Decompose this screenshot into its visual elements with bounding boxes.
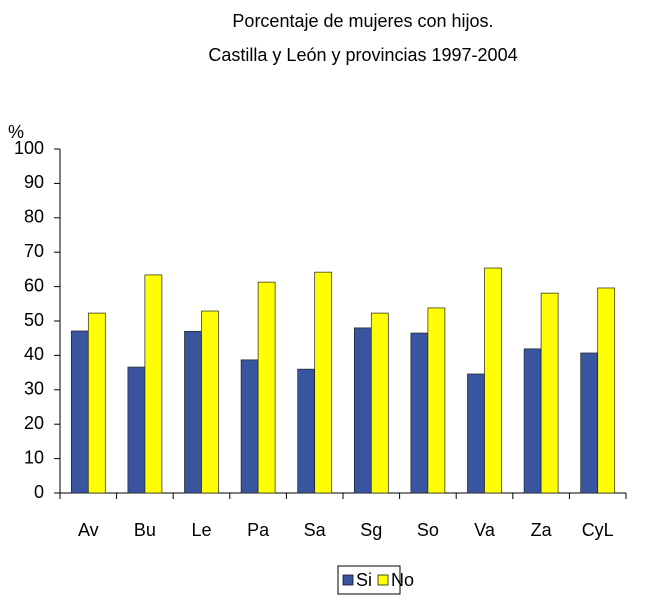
y-tick-label: 10	[24, 447, 44, 467]
y-tick-label: 80	[24, 207, 44, 227]
bar	[314, 271, 333, 494]
bar	[370, 312, 389, 494]
x-tick-label: Le	[191, 520, 211, 540]
y-tick-label: 90	[24, 172, 44, 192]
y-tick-label: 20	[24, 413, 44, 433]
x-tick-label: Bu	[134, 520, 156, 540]
x-tick-label: Pa	[247, 520, 270, 540]
x-tick-label: Za	[531, 520, 553, 540]
bar	[523, 348, 542, 494]
chart-subtitle: Castilla y León y provincias 1997-2004	[208, 45, 517, 65]
y-tick-label: 60	[24, 275, 44, 295]
bar	[257, 281, 276, 494]
bar	[87, 312, 106, 494]
bar	[201, 310, 219, 494]
bar	[127, 366, 146, 494]
x-tick-label: Av	[78, 520, 99, 540]
y-tick-label: 40	[24, 344, 44, 364]
bar	[540, 292, 559, 494]
y-tick-label: 70	[24, 241, 44, 261]
y-tick-label: 30	[24, 379, 44, 399]
bar	[597, 287, 616, 494]
bar	[297, 368, 316, 494]
bar	[70, 330, 89, 494]
bar	[467, 373, 485, 494]
legend-label: Si	[356, 570, 372, 590]
x-tick-label: Sa	[304, 520, 327, 540]
legend-swatch	[377, 574, 389, 586]
legend-label: No	[391, 570, 414, 590]
x-tick-label: CyL	[582, 520, 614, 540]
bar	[484, 267, 502, 494]
y-tick-label: 0	[34, 482, 44, 502]
bar	[184, 330, 202, 494]
bar	[144, 274, 163, 494]
bar	[240, 359, 259, 494]
bar	[353, 327, 372, 494]
bar	[580, 352, 599, 494]
x-tick-label: Va	[474, 520, 496, 540]
y-tick-label: 50	[24, 310, 44, 330]
bar	[427, 307, 446, 494]
x-tick-label: Sg	[360, 520, 382, 540]
x-tick-label: So	[417, 520, 439, 540]
y-axis-label: %	[8, 122, 24, 142]
y-tick-label: 100	[14, 138, 44, 158]
legend-swatch	[342, 574, 354, 586]
chart-title: Porcentaje de mujeres con hijos.	[232, 11, 493, 31]
bar	[410, 332, 429, 494]
